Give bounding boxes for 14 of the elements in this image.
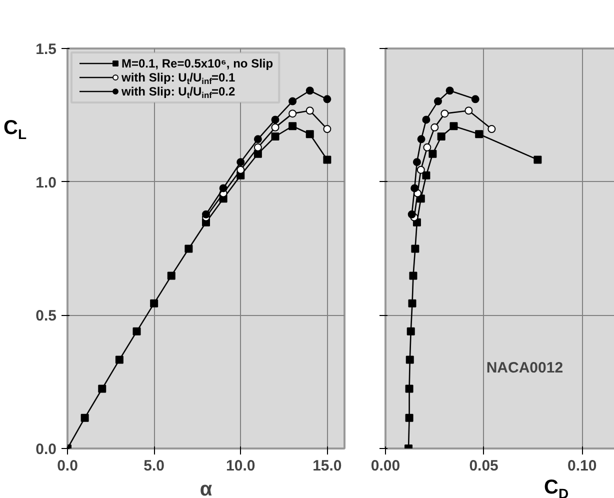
y-tick-label: 0.5 xyxy=(36,308,57,325)
x-tick-label: 5.0 xyxy=(144,458,164,474)
legend-label: M=0.1, Re=0.5x10⁶, no Slip xyxy=(122,56,274,70)
x-axis-title: α xyxy=(200,478,213,498)
x-tick-label: 0.10 xyxy=(568,458,597,474)
x-tick-label: 10.0 xyxy=(226,458,256,474)
y-tick-label: 0.0 xyxy=(36,441,57,458)
x-tick-label: 15.0 xyxy=(312,458,342,474)
x-tick-label: 0.0 xyxy=(57,458,78,474)
x-tick-label: 0.00 xyxy=(370,458,400,474)
y-tick-label: 1.5 xyxy=(36,41,57,58)
y-tick-label: 1.0 xyxy=(36,174,57,192)
x-tick-label: 0.05 xyxy=(469,458,498,474)
annotation: NACA0012 xyxy=(486,360,564,376)
